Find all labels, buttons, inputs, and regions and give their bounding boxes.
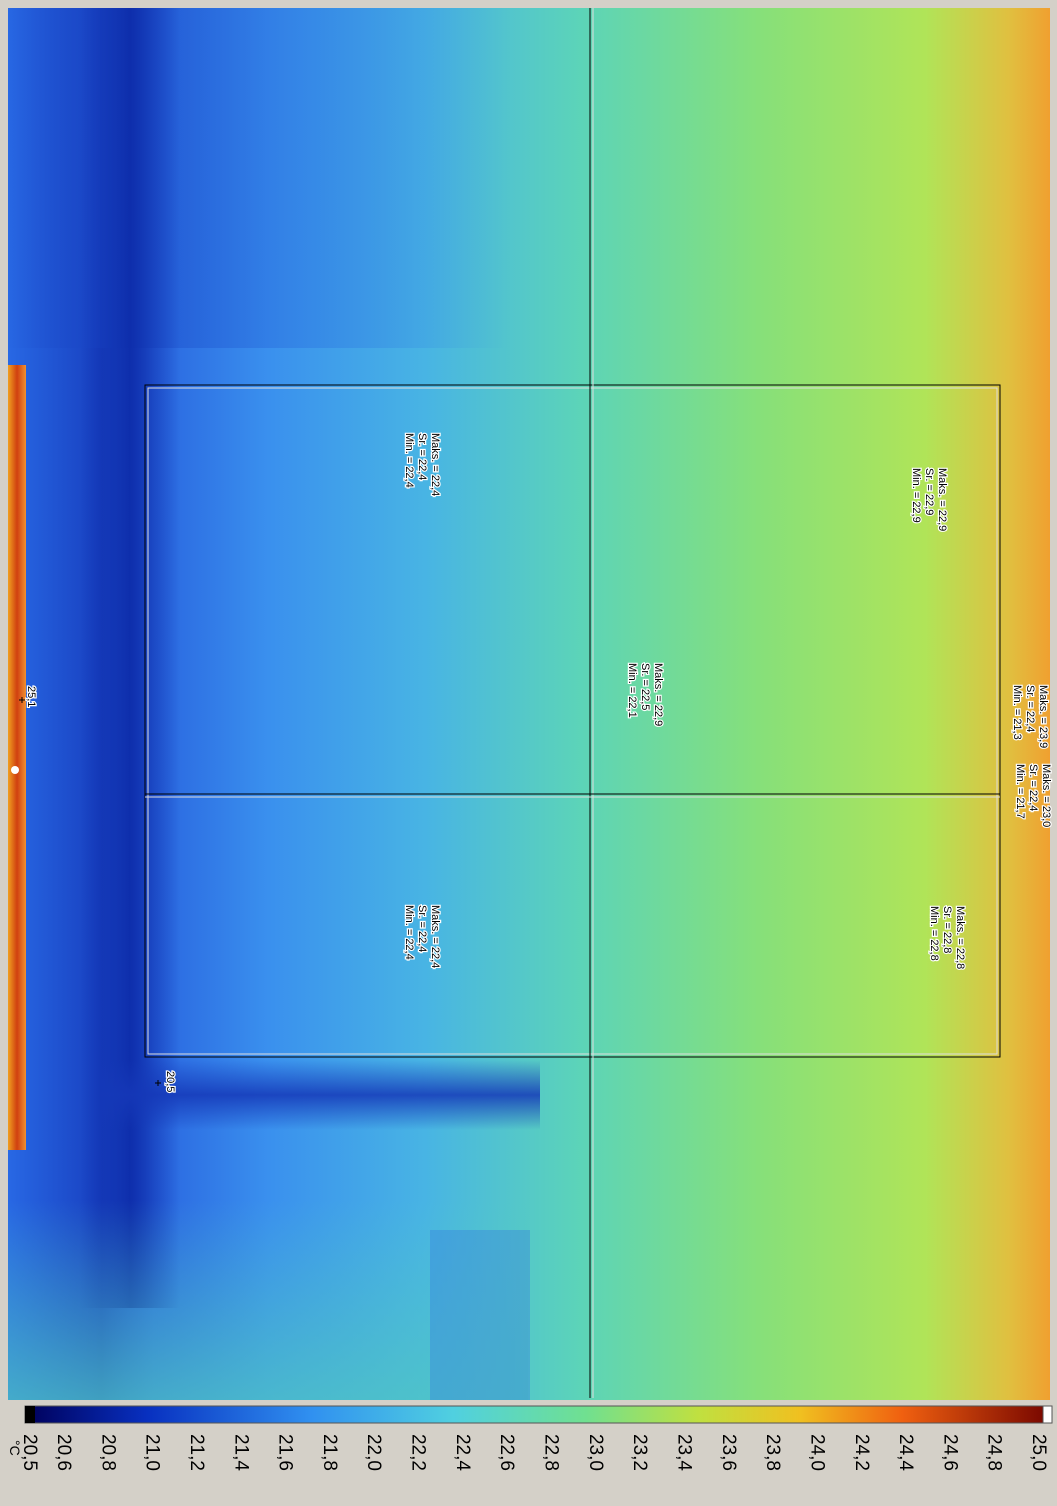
area-stat: Sr. = 22,4 [1024, 685, 1036, 732]
scale-tick-label: 24,6 [939, 1434, 960, 1471]
area-stat: Maks. = 22,9 [936, 468, 948, 531]
area-stat: Min. = 22,9 [910, 468, 922, 523]
scale-tick-label: 21,6 [275, 1434, 296, 1471]
scale-tick-label: 21,8 [319, 1434, 340, 1471]
area-stat: Min. = 21,7 [1014, 764, 1026, 819]
area-stat: Min. = 22,8 [928, 906, 940, 961]
scale-tick-label: 23,2 [629, 1434, 650, 1471]
scale-tick-label: 24,0 [806, 1434, 827, 1471]
area-stat: Min. = 22,1 [626, 663, 638, 718]
scale-tick-label: 23,6 [718, 1434, 739, 1471]
scale-tick-label: 22,6 [496, 1434, 517, 1471]
area-stat: Sr. = 22,5 [639, 663, 651, 710]
scale-over [1042, 1405, 1053, 1424]
area-stat: Min. = 22,4 [403, 905, 415, 960]
scale-tick-label: 21,2 [186, 1434, 207, 1471]
area-stat: Sr. = 22,8 [941, 906, 953, 953]
area-stat: Maks. = 23,9 [1037, 685, 1049, 748]
scale-tick-label: 21,4 [230, 1434, 251, 1471]
scale-tick-label: 24,2 [851, 1434, 872, 1471]
area-stat: Sr. = 22,4 [1027, 764, 1039, 811]
thermal-image [8, 8, 1050, 1400]
unit-label: °C [7, 1440, 23, 1456]
scale-tick-label: 22,8 [541, 1434, 562, 1471]
scale-tick-label: 20,5 [19, 1434, 40, 1471]
area-stat: Maks. = 22,4 [429, 433, 441, 496]
scale-tick-label: 25,0 [1028, 1434, 1049, 1471]
area-stat: Min. = 22,4 [403, 433, 415, 488]
scale-tick-label: 21,0 [142, 1434, 163, 1471]
scale-tick-label: 24,4 [895, 1434, 916, 1471]
scale-tick-label: 23,8 [762, 1434, 783, 1471]
scale-tick-label: 24,8 [984, 1434, 1005, 1471]
area-stat: Sr. = 22,4 [416, 905, 428, 952]
scale-tick-label: 22,4 [452, 1434, 473, 1471]
area-stat: Maks. = 22,8 [954, 906, 966, 969]
scale-tick-label: 20,8 [97, 1434, 118, 1471]
area-stat: Maks. = 22,4 [429, 905, 441, 968]
area-stat: Min. = 21,3 [1011, 685, 1023, 740]
scale-tick-label: 23,4 [673, 1434, 694, 1471]
spot-label: 25,1 [25, 686, 37, 707]
area-stat: Sr. = 22,9 [923, 468, 935, 515]
scale-tick-label: 22,2 [408, 1434, 429, 1471]
spot-label: 20,5 [164, 1071, 176, 1092]
color-scale [24, 1405, 1046, 1424]
measure-areas [144, 8, 1001, 1398]
area-stat: Maks. = 23,0 [1040, 764, 1052, 827]
scale-tick-label: 23,0 [585, 1434, 606, 1471]
scale-tick-label: 20,6 [53, 1434, 74, 1471]
scale-tick-label: 22,0 [363, 1434, 384, 1471]
area-stat: Sr. = 22,4 [416, 433, 428, 480]
scale-under [25, 1406, 35, 1423]
area-stat: Maks. = 22,9 [652, 663, 664, 726]
